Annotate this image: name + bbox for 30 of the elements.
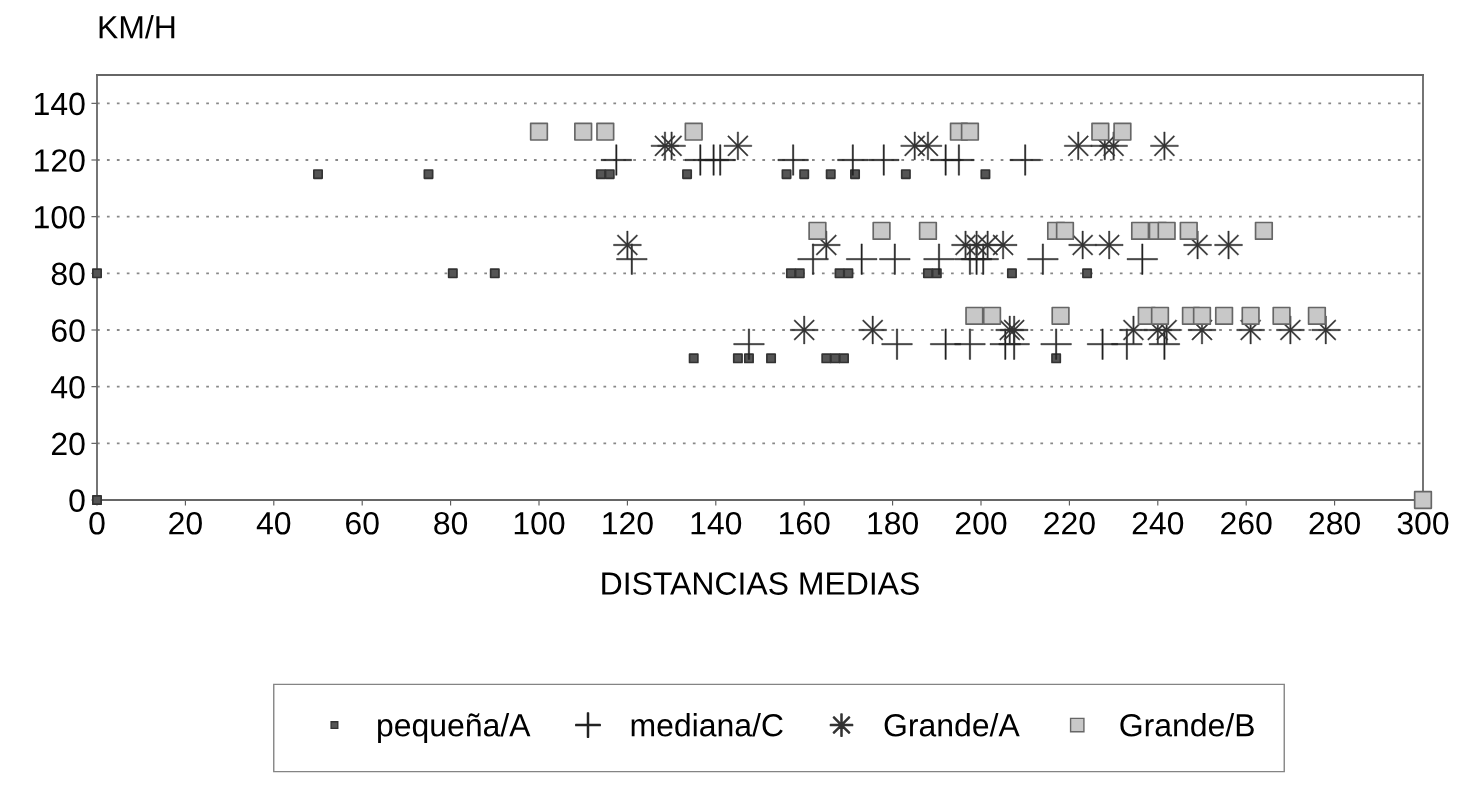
x-tick-label: 240 xyxy=(1132,511,1184,535)
x-tick-label: 260 xyxy=(1221,511,1272,535)
x-axis-title: DISTANCIAS MEDIAS xyxy=(602,572,919,595)
x-tick-label: 100 xyxy=(514,511,565,535)
legend-label: pequeña/A xyxy=(378,713,531,743)
x-tick-label: 200 xyxy=(955,511,1007,535)
y-tick-label: 80 xyxy=(51,262,85,286)
x-tick-label: 120 xyxy=(603,511,653,535)
x-tick-label: 160 xyxy=(779,511,830,535)
x-tick-label: 40 xyxy=(256,511,291,535)
legend-label: Grande/B xyxy=(1120,713,1254,737)
y-tick-label: 0 xyxy=(69,489,85,512)
x-tick-label: 140 xyxy=(691,511,742,535)
y-tick-label: 20 xyxy=(51,432,85,456)
y-tick-label: 140 xyxy=(35,92,85,116)
y-tick-label: 60 xyxy=(51,319,85,342)
x-tick-label: 0 xyxy=(89,511,105,535)
x-tick-label: 280 xyxy=(1309,511,1360,535)
y-tick-label: 120 xyxy=(35,149,85,172)
x-tick-label: 180 xyxy=(868,511,918,535)
x-tick-label: 220 xyxy=(1044,511,1095,535)
x-tick-label: 300 xyxy=(1397,511,1449,535)
y-tick-label: 100 xyxy=(35,205,85,229)
y-tick-label: 40 xyxy=(51,375,85,399)
y-axis-title: KM/H xyxy=(99,15,175,39)
x-tick-label: 60 xyxy=(346,511,379,535)
x-tick-label: 80 xyxy=(434,511,468,535)
x-tick-label: 20 xyxy=(169,511,202,535)
legend-label: Grande/A xyxy=(884,713,1020,737)
legend-label: mediana/C xyxy=(631,713,783,737)
